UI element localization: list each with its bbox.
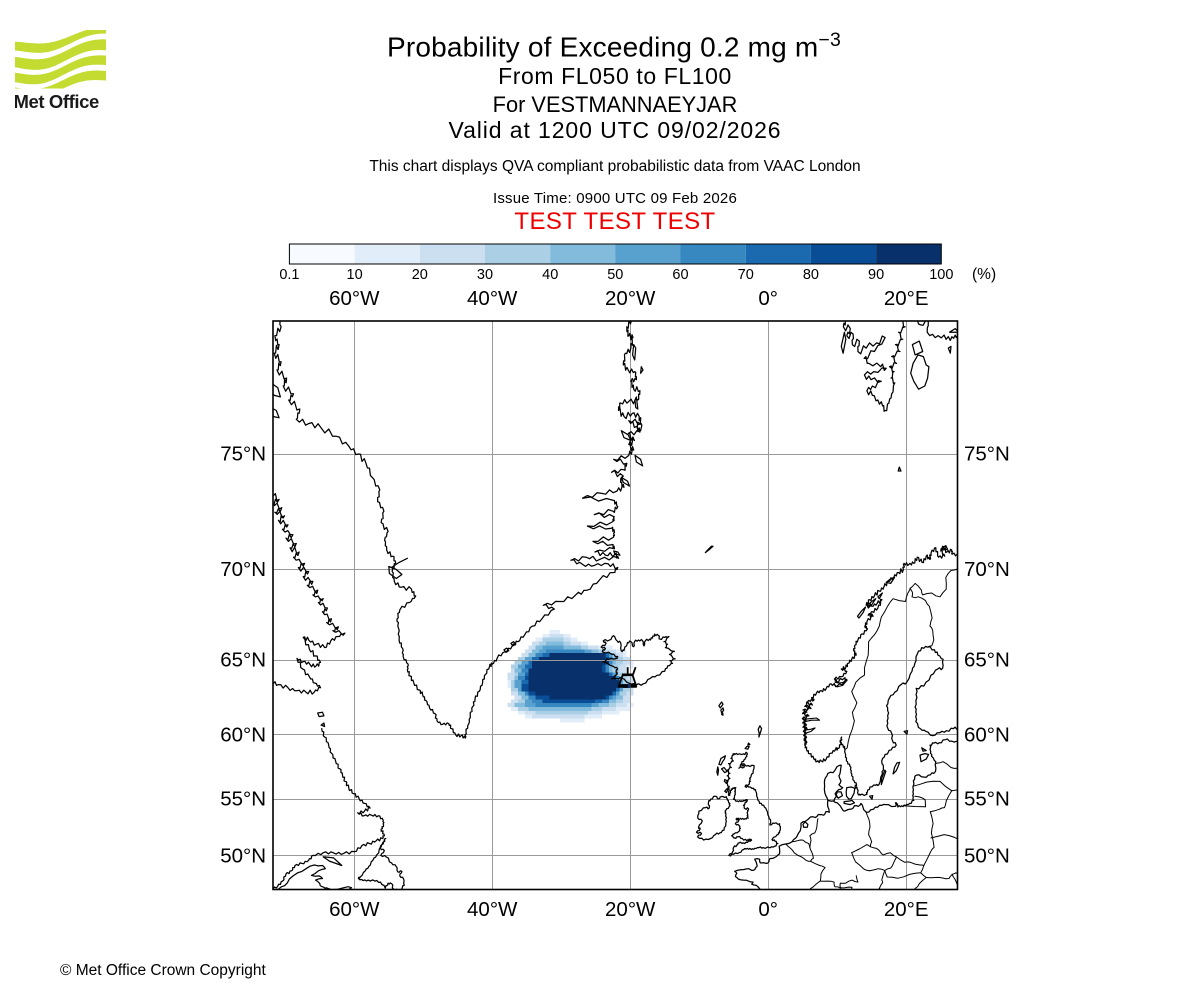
svg-text:0°: 0° <box>758 287 778 310</box>
svg-text:30: 30 <box>477 267 493 283</box>
svg-text:0.1: 0.1 <box>279 267 299 283</box>
svg-text:20: 20 <box>412 267 428 283</box>
svg-text:60°N: 60°N <box>220 723 266 746</box>
svg-text:65°N: 65°N <box>220 649 266 672</box>
svg-text:70°N: 70°N <box>220 558 266 581</box>
svg-text:20°E: 20°E <box>884 287 929 310</box>
svg-text:70°N: 70°N <box>964 558 1010 581</box>
svg-text:100: 100 <box>929 267 953 283</box>
svg-text:40°W: 40°W <box>467 287 518 310</box>
svg-text:10: 10 <box>347 267 363 283</box>
svg-text:80: 80 <box>803 267 819 283</box>
svg-text:90: 90 <box>868 267 884 283</box>
svg-text:50°N: 50°N <box>964 844 1010 867</box>
svg-text:75°N: 75°N <box>220 443 266 466</box>
svg-text:(%): (%) <box>972 266 996 283</box>
svg-text:20°W: 20°W <box>605 898 656 921</box>
svg-text:60°N: 60°N <box>964 723 1010 746</box>
svg-text:60°W: 60°W <box>329 287 380 310</box>
svg-text:20°E: 20°E <box>884 898 929 921</box>
svg-text:0°: 0° <box>758 898 778 921</box>
svg-text:Met Office: Met Office <box>15 91 99 112</box>
svg-text:60°W: 60°W <box>329 898 380 921</box>
svg-text:40°W: 40°W <box>467 898 518 921</box>
svg-text:40: 40 <box>542 267 558 283</box>
svg-text:50°N: 50°N <box>220 844 266 867</box>
svg-text:60: 60 <box>672 267 688 283</box>
svg-text:50: 50 <box>607 267 623 283</box>
svg-text:70: 70 <box>738 267 754 283</box>
svg-text:20°W: 20°W <box>605 287 656 310</box>
svg-text:55°N: 55°N <box>964 788 1010 811</box>
svg-text:75°N: 75°N <box>964 443 1010 466</box>
svg-text:65°N: 65°N <box>964 649 1010 672</box>
svg-text:55°N: 55°N <box>220 788 266 811</box>
